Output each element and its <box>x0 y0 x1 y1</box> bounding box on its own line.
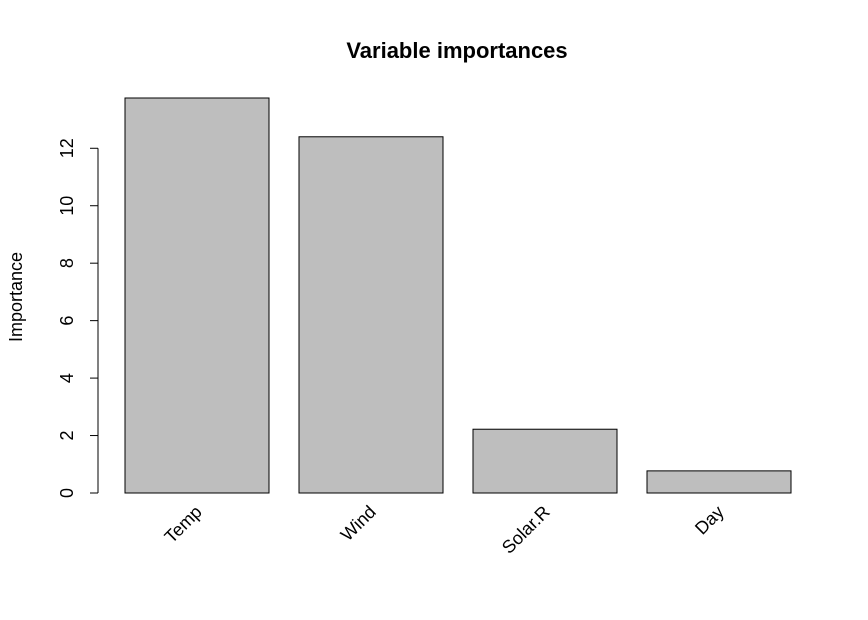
x-axis-labels: Temp Wind Solar.R Day <box>161 502 728 558</box>
bar-temp <box>124 97 270 494</box>
y-axis-label: Importance <box>6 252 26 342</box>
y-tick-label: 8 <box>57 258 77 268</box>
x-tick-label: Solar.R <box>498 502 554 558</box>
chart-title: Variable importances <box>346 38 567 63</box>
y-tick-label: 6 <box>57 316 77 326</box>
y-tick-label: 2 <box>57 431 77 441</box>
y-tick-label: 4 <box>57 373 77 383</box>
y-tick-label: 12 <box>57 138 77 158</box>
x-tick-label: Day <box>691 502 728 539</box>
x-tick-label: Temp <box>161 502 206 547</box>
bar-solar-r <box>472 428 618 494</box>
bar-day <box>646 470 792 494</box>
bars-group <box>124 97 792 494</box>
x-tick-label: Wind <box>337 502 380 545</box>
y-tick-label: 0 <box>57 488 77 498</box>
y-axis: 0 2 4 6 8 10 12 <box>57 138 99 498</box>
bar-wind <box>298 136 444 494</box>
y-tick-label: 10 <box>57 196 77 216</box>
